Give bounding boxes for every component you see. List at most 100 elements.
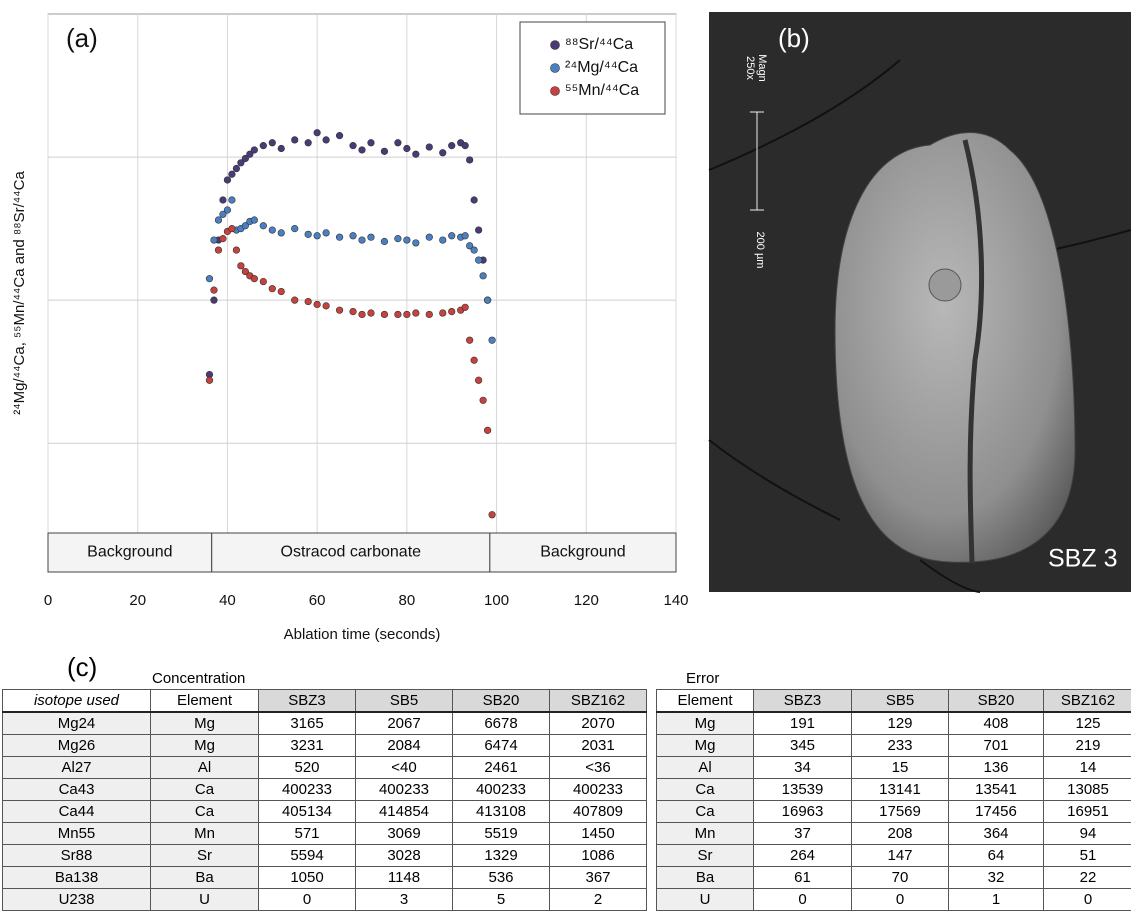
table-row: Ca43 Ca 400233 400233 400233 400233 xyxy=(2,778,647,801)
data-point xyxy=(475,226,483,234)
table-cell: 34 xyxy=(753,756,852,779)
data-point xyxy=(250,146,258,154)
column-header: SBZ3 xyxy=(258,689,356,713)
data-point xyxy=(205,376,214,384)
column-header: Element xyxy=(150,689,259,713)
table-cell: 94 xyxy=(1043,822,1131,845)
pit xyxy=(928,268,962,302)
data-point xyxy=(241,222,249,230)
y-axis-label: ²⁴Mg/⁴⁴Ca, ⁵⁵Mn/⁴⁴Ca and ⁸⁸Sr/⁴⁴Ca xyxy=(11,171,28,415)
x-tick-label: 0 xyxy=(44,592,52,609)
table-cell: 520 xyxy=(258,756,356,779)
table-cell: 0 xyxy=(753,888,852,911)
data-point xyxy=(475,376,483,384)
data-point xyxy=(394,310,402,319)
table-cell: 1 xyxy=(948,888,1044,911)
data-point xyxy=(466,336,474,344)
table-cell: 1329 xyxy=(452,844,550,867)
legend-label: ²⁴Mg/⁴⁴Ca xyxy=(565,59,638,76)
magnification-value: 250x xyxy=(744,56,756,80)
data-point xyxy=(219,235,227,243)
table-row: Al27 Al 520 <40 2461 <36 xyxy=(2,756,647,779)
table-cell: 408 xyxy=(948,711,1044,735)
table-cell: Mn xyxy=(150,822,259,845)
data-point xyxy=(210,296,218,304)
data-point xyxy=(484,296,492,304)
data-point xyxy=(412,239,420,247)
column-header: isotope used xyxy=(2,689,151,713)
data-point xyxy=(425,143,433,151)
data-point xyxy=(466,156,474,164)
data-point xyxy=(322,229,330,237)
table-cell: 14 xyxy=(1043,756,1131,779)
data-point xyxy=(349,142,357,150)
data-point xyxy=(439,149,447,157)
sample-label: SBZ 3 xyxy=(1048,545,1117,573)
table-cell: 367 xyxy=(549,866,647,889)
region-box xyxy=(211,532,491,573)
table-cell: U xyxy=(656,888,754,911)
table-cell: 51 xyxy=(1043,844,1131,867)
legend-label: ⁸⁸Sr/⁴⁴Ca xyxy=(565,36,633,53)
data-point xyxy=(335,132,344,140)
table-row: Ca 13539 13141 13541 13085 xyxy=(656,778,1131,801)
data-point xyxy=(380,310,389,319)
data-point xyxy=(219,210,227,218)
table-cell: 3165 xyxy=(258,711,356,735)
region-box xyxy=(47,532,213,573)
table-cell: 2084 xyxy=(355,734,453,757)
table-cell: 400233 xyxy=(452,778,550,801)
table-cell: Ca xyxy=(656,778,754,801)
table-row: U238 U 0 3 5 2 xyxy=(2,888,647,911)
data-point xyxy=(241,154,249,163)
data-point xyxy=(322,136,330,144)
data-point xyxy=(461,142,469,150)
table-cell: 64 xyxy=(948,844,1044,867)
table-cell: 571 xyxy=(258,822,356,845)
data-point xyxy=(358,146,366,154)
table-cell: 6678 xyxy=(452,711,550,735)
table-cell: 6474 xyxy=(452,734,550,757)
table-cell: 5 xyxy=(452,888,550,911)
data-point xyxy=(367,233,375,241)
table-cell: 13085 xyxy=(1043,778,1131,801)
data-point xyxy=(380,237,389,246)
data-point xyxy=(461,303,469,311)
table-cell: Ca44 xyxy=(2,800,151,823)
data-point xyxy=(470,246,478,254)
table-cell: Mg26 xyxy=(2,734,151,757)
data-point xyxy=(304,139,312,147)
data-point xyxy=(448,232,456,240)
magnification-label: Magn xyxy=(756,54,768,82)
data-point xyxy=(205,275,214,283)
table-cell: 129 xyxy=(851,711,949,735)
table-cell: 191 xyxy=(753,711,852,735)
data-point xyxy=(259,222,267,230)
data-point xyxy=(259,142,267,150)
data-point xyxy=(250,216,258,224)
table-row: Ba 61 70 32 22 xyxy=(656,866,1131,889)
table-cell: 136 xyxy=(948,756,1044,779)
table-cell: 17456 xyxy=(948,800,1044,823)
table-cell: 407809 xyxy=(549,800,647,823)
column-header: SBZ162 xyxy=(549,689,647,713)
data-point xyxy=(394,139,402,147)
table-cell: Ba xyxy=(656,866,754,889)
table-cell: 264 xyxy=(753,844,852,867)
table-cell: <40 xyxy=(355,756,453,779)
data-point xyxy=(237,262,245,270)
data-point xyxy=(488,511,496,519)
data-point xyxy=(228,196,236,204)
table-cell: U xyxy=(150,888,259,911)
data-point xyxy=(358,310,366,319)
table-cell: 0 xyxy=(1043,888,1131,911)
legend-marker xyxy=(550,40,560,50)
table-cell: 400233 xyxy=(549,778,647,801)
table-cell: 147 xyxy=(851,844,949,867)
data-point xyxy=(439,236,447,244)
table-title: Error xyxy=(686,670,720,687)
table-cell: 405134 xyxy=(258,800,356,823)
data-point xyxy=(210,236,218,244)
data-point xyxy=(470,356,478,364)
